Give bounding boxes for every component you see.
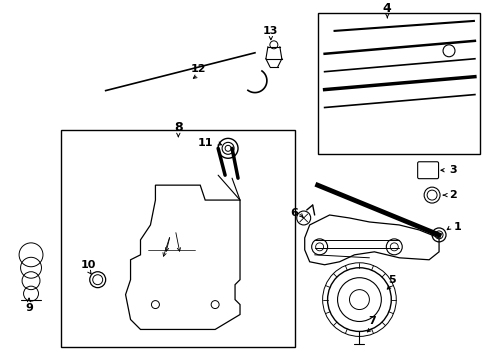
Text: 12: 12: [190, 64, 205, 74]
FancyBboxPatch shape: [417, 162, 438, 179]
Text: 11: 11: [197, 138, 213, 148]
Text: 8: 8: [174, 121, 182, 134]
Text: 10: 10: [81, 260, 96, 270]
Text: 7: 7: [368, 316, 375, 327]
Text: 9: 9: [25, 302, 33, 312]
Text: 5: 5: [387, 275, 395, 285]
Bar: [61, 130, 294, 347]
Text: 13: 13: [263, 26, 278, 36]
Text: 3: 3: [448, 165, 456, 175]
Text: 6: 6: [289, 208, 297, 218]
Bar: [317, 13, 479, 154]
Text: 2: 2: [448, 190, 456, 200]
Text: 1: 1: [453, 222, 461, 232]
Text: 4: 4: [382, 3, 391, 15]
